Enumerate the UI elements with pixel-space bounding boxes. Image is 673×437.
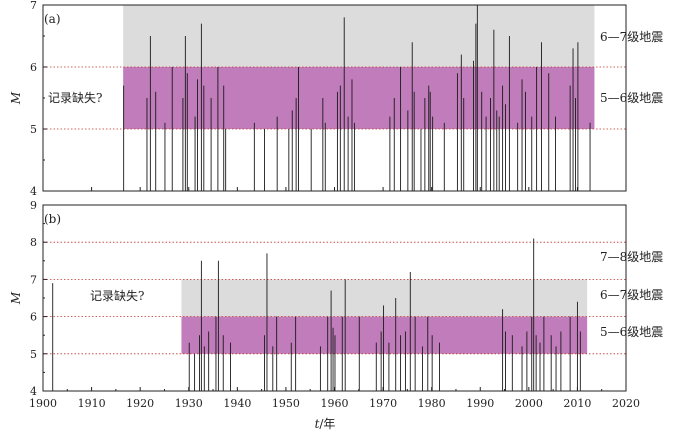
y-tick-label: 4 bbox=[30, 185, 37, 198]
x-tick-label: 1900 bbox=[29, 397, 57, 410]
band-label: 6—7级地震 bbox=[600, 30, 663, 44]
x-tick-label: 2020 bbox=[612, 397, 640, 410]
y-tick-label: 7 bbox=[30, 273, 37, 286]
x-tick-label: 1980 bbox=[418, 397, 446, 410]
x-tick-label: 2010 bbox=[563, 397, 591, 410]
band-a-0 bbox=[123, 5, 595, 67]
panel-tag: (b) bbox=[44, 212, 61, 226]
x-tick-label: 2000 bbox=[515, 397, 543, 410]
x-tick-label: 1960 bbox=[321, 397, 349, 410]
y-tick-label: 4 bbox=[30, 385, 37, 398]
y-tick-label: 9 bbox=[30, 199, 37, 212]
x-axis-label: t/年 bbox=[315, 417, 336, 431]
y-axis-label: M bbox=[9, 291, 23, 305]
y-tick-label: 7 bbox=[30, 0, 37, 12]
band-label: 5—6级地震 bbox=[600, 325, 663, 339]
x-tick-label: 1940 bbox=[223, 397, 251, 410]
band-b-1 bbox=[181, 279, 588, 317]
y-tick-label: 5 bbox=[30, 123, 37, 136]
x-tick-label: 1950 bbox=[272, 397, 300, 410]
x-tick-label: 1990 bbox=[466, 397, 494, 410]
band-label: 6—7级地震 bbox=[600, 288, 663, 302]
x-tick-label: 1930 bbox=[175, 397, 203, 410]
panel-tag: (a) bbox=[44, 12, 61, 26]
y-tick-label: 6 bbox=[30, 311, 37, 324]
y-tick-label: 5 bbox=[30, 348, 37, 361]
panel-b: 4 5 6 7 8 9 M (b) 记录缺失? 7—8级地震 6—7级地震 5—6级地震 bbox=[9, 199, 663, 398]
band-label: 7—8级地震 bbox=[600, 250, 663, 264]
x-axis: 1900 1910 1920 1930 1940 1950 1960 1970 1980 1990… bbox=[29, 187, 640, 410]
band-a-1 bbox=[123, 67, 595, 129]
y-tick-label: 6 bbox=[30, 61, 37, 74]
missing-record-note: 记录缺失? bbox=[48, 90, 102, 105]
x-tick-label: 1920 bbox=[126, 397, 154, 410]
x-tick-label: 1970 bbox=[369, 397, 397, 410]
band-label: 5—6级地震 bbox=[600, 91, 663, 105]
y-tick-label: 8 bbox=[30, 236, 37, 249]
missing-record-note: 记录缺失? bbox=[90, 288, 144, 303]
panel-a: 4 5 6 7 M (a) 记录缺失? 6—7级地震 5—6级地震 bbox=[9, 0, 663, 198]
x-tick-label: 1910 bbox=[78, 397, 106, 410]
band-b-2 bbox=[181, 316, 588, 354]
y-axis-label: M bbox=[9, 91, 23, 105]
